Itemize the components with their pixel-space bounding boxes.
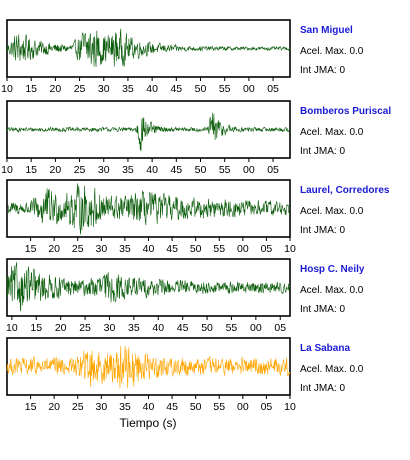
tick-label-1-4: 30 bbox=[98, 164, 110, 176]
station-panels: 10 15 20 25 30 35 40 45 50 55 00 05 San Miguel Acel. … bbox=[1, 19, 391, 413]
tick-label-2-5: 40 bbox=[143, 243, 155, 255]
tick-label-3-5: 35 bbox=[128, 322, 140, 334]
tick-label-2-10: 05 bbox=[261, 243, 273, 255]
tick-label-1-7: 45 bbox=[170, 164, 182, 176]
tick-label-4-6: 45 bbox=[166, 401, 178, 413]
tick-label-3-11: 05 bbox=[274, 322, 286, 334]
tick-label-4-8: 55 bbox=[213, 401, 225, 413]
tick-label-1-5: 35 bbox=[122, 164, 134, 176]
tick-label-1-10: 00 bbox=[243, 164, 255, 176]
tick-label-1-11: 05 bbox=[267, 164, 279, 176]
acel-max-0: Acel. Max. 0.0 bbox=[300, 46, 364, 57]
tick-label-2-0: 15 bbox=[25, 243, 37, 255]
station-name-4: La Sabana bbox=[300, 343, 350, 354]
tick-label-4-7: 50 bbox=[190, 401, 202, 413]
tick-label-2-2: 25 bbox=[72, 243, 84, 255]
tick-label-1-1: 15 bbox=[25, 164, 37, 176]
tick-label-1-8: 50 bbox=[195, 164, 207, 176]
tick-label-0-4: 30 bbox=[98, 83, 110, 95]
tick-label-4-2: 25 bbox=[72, 401, 84, 413]
tick-label-2-6: 45 bbox=[166, 243, 178, 255]
tick-label-2-7: 50 bbox=[190, 243, 202, 255]
x-axis-label: Tiempo (s) bbox=[120, 416, 177, 430]
waveform-3 bbox=[6, 262, 291, 312]
tick-label-1-2: 20 bbox=[50, 164, 62, 176]
int-jma-1: Int JMA: 0 bbox=[300, 146, 345, 157]
tick-label-0-5: 35 bbox=[122, 83, 134, 95]
tick-label-2-4: 35 bbox=[119, 243, 131, 255]
tick-label-2-8: 55 bbox=[213, 243, 225, 255]
tick-label-3-10: 00 bbox=[250, 322, 262, 334]
tick-label-1-6: 40 bbox=[146, 164, 158, 176]
waveform-4 bbox=[6, 345, 291, 389]
tick-label-3-3: 25 bbox=[79, 322, 91, 334]
tick-label-4-0: 15 bbox=[25, 401, 37, 413]
tick-label-0-10: 00 bbox=[243, 83, 255, 95]
tick-label-2-9: 00 bbox=[237, 243, 249, 255]
tick-label-1-3: 25 bbox=[74, 164, 86, 176]
tick-label-4-10: 05 bbox=[261, 401, 273, 413]
tick-label-4-11: 10 bbox=[284, 401, 296, 413]
waveform-0 bbox=[6, 28, 291, 68]
tick-label-4-1: 20 bbox=[48, 401, 60, 413]
tick-label-0-0: 10 bbox=[1, 83, 13, 95]
tick-label-2-3: 30 bbox=[95, 243, 107, 255]
tick-label-4-4: 35 bbox=[119, 401, 131, 413]
tick-label-3-4: 30 bbox=[104, 322, 116, 334]
tick-label-0-2: 20 bbox=[50, 83, 62, 95]
tick-label-3-2: 20 bbox=[55, 322, 67, 334]
tick-label-3-9: 55 bbox=[226, 322, 238, 334]
int-jma-0: Int JMA: 0 bbox=[300, 65, 345, 76]
tick-label-3-0: 10 bbox=[6, 322, 18, 334]
tick-label-3-8: 50 bbox=[201, 322, 213, 334]
tick-label-4-3: 30 bbox=[95, 401, 107, 413]
tick-label-1-9: 55 bbox=[219, 164, 231, 176]
tick-label-4-9: 00 bbox=[237, 401, 249, 413]
tick-label-0-7: 45 bbox=[170, 83, 182, 95]
station-name-1: Bomberos Puriscal bbox=[300, 106, 391, 117]
tick-label-0-11: 05 bbox=[267, 83, 279, 95]
acel-max-1: Acel. Max. 0.0 bbox=[300, 127, 364, 138]
acel-max-2: Acel. Max. 0.0 bbox=[300, 206, 364, 217]
int-jma-3: Int JMA: 0 bbox=[300, 304, 345, 315]
tick-label-0-8: 50 bbox=[195, 83, 207, 95]
tick-label-2-11: 10 bbox=[284, 243, 296, 255]
tick-label-0-1: 15 bbox=[25, 83, 37, 95]
int-jma-2: Int JMA: 0 bbox=[300, 225, 345, 236]
station-name-0: San Miguel bbox=[300, 25, 353, 36]
tick-label-3-6: 40 bbox=[152, 322, 164, 334]
tick-label-3-7: 45 bbox=[177, 322, 189, 334]
tick-label-1-0: 10 bbox=[1, 164, 13, 176]
station-name-3: Hosp C. Neily bbox=[300, 264, 365, 275]
tick-label-0-9: 55 bbox=[219, 83, 231, 95]
waveform-2 bbox=[6, 183, 291, 235]
tick-label-0-6: 40 bbox=[146, 83, 158, 95]
panel-frame-1 bbox=[6, 100, 291, 159]
int-jma-4: Int JMA: 0 bbox=[300, 383, 345, 394]
acel-max-4: Acel. Max. 0.0 bbox=[300, 364, 364, 375]
tick-label-0-3: 25 bbox=[74, 83, 86, 95]
waveform-1 bbox=[6, 112, 291, 152]
station-name-2: Laurel, Corredores bbox=[300, 185, 390, 196]
tick-label-3-1: 15 bbox=[30, 322, 42, 334]
acel-max-3: Acel. Max. 0.0 bbox=[300, 285, 364, 296]
tick-label-4-5: 40 bbox=[143, 401, 155, 413]
tick-label-2-1: 20 bbox=[48, 243, 60, 255]
